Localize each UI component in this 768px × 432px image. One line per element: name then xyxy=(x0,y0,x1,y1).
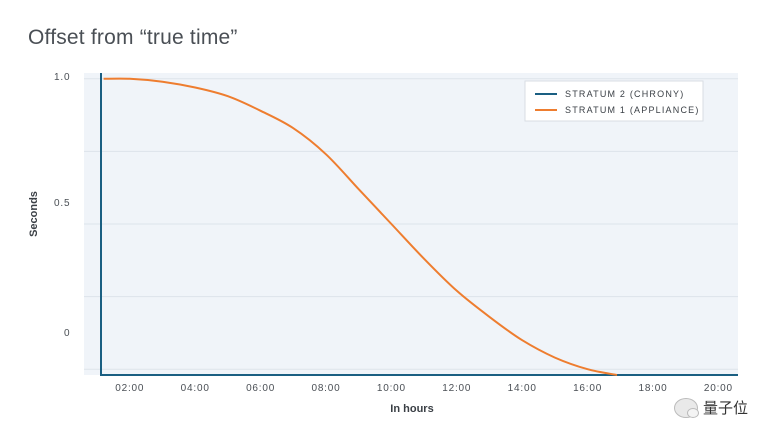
x-tick-label: 02:00 xyxy=(115,383,144,394)
x-tick-label: 06:00 xyxy=(246,383,275,394)
series-lines xyxy=(100,73,738,376)
y-tick-label: 0 xyxy=(64,328,70,339)
series-line-stratum2 xyxy=(100,73,738,376)
x-tick-label: 08:00 xyxy=(311,383,340,394)
legend-label-stratum1: STRATUM 1 (APPLIANCE) xyxy=(565,105,700,115)
y-tick-label: 0.5 xyxy=(54,198,70,209)
x-tick-label: 04:00 xyxy=(181,383,210,394)
x-tick-label: 10:00 xyxy=(377,383,406,394)
x-tick-labels: 02:00 04:00 06:00 08:00 10:00 12:00 14:00 16:00… xyxy=(115,383,733,394)
x-tick-label: 14:00 xyxy=(508,383,537,394)
watermark-text: 量子位 xyxy=(702,400,748,417)
series-line-stratum1 xyxy=(103,77,618,376)
x-tick-label: 18:00 xyxy=(638,383,667,394)
y-tick-label: 1.0 xyxy=(54,72,70,83)
wechat-icon xyxy=(673,397,699,418)
x-tick-label: 16:00 xyxy=(573,383,602,394)
legend-label-stratum2: STRATUM 2 (CHRONY) xyxy=(565,89,684,99)
legend: STRATUM 2 (CHRONY) STRATUM 1 (APPLIANCE) xyxy=(524,80,704,122)
chart-title: Offset from “true time” xyxy=(28,26,238,49)
legend-box xyxy=(524,80,704,122)
x-axis-label: In hours xyxy=(390,403,433,415)
x-tick-label: 20:00 xyxy=(704,383,733,394)
grid xyxy=(84,78,738,370)
y-axis-label: Seconds xyxy=(28,191,40,237)
y-tick-labels: 1.0 0.5 0 xyxy=(54,72,70,339)
x-tick-label: 12:00 xyxy=(442,383,471,394)
watermark: 量子位 xyxy=(673,397,748,418)
